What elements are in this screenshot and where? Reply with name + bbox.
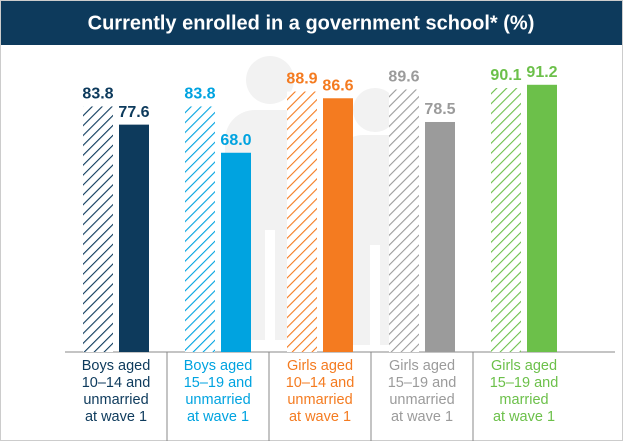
- bar: [491, 88, 521, 352]
- bar: [389, 89, 419, 353]
- x-tick-label: at wave 1: [85, 409, 147, 425]
- x-tick-label: married: [499, 392, 548, 408]
- x-tick-label: 15–19 and: [388, 375, 457, 391]
- x-tick-label: at wave 1: [493, 409, 555, 425]
- value-label: 68.0: [220, 132, 251, 149]
- x-tick-label: unmarried: [83, 392, 148, 408]
- bar: [287, 91, 317, 352]
- x-tick-label: at wave 1: [391, 409, 453, 425]
- value-label: 88.9: [286, 71, 317, 88]
- bar: [425, 121, 455, 353]
- x-tick-label: Girls aged: [287, 358, 353, 374]
- x-tick-label: 10–14 and: [286, 375, 355, 391]
- x-tick-label: 15–19 and: [184, 375, 253, 391]
- x-tick-label: unmarried: [389, 392, 454, 408]
- x-tick-label: unmarried: [287, 392, 352, 408]
- value-label: 86.6: [322, 77, 353, 94]
- title-bar: [1, 1, 622, 45]
- x-tick-label: at wave 1: [187, 409, 249, 425]
- bar: [119, 124, 149, 352]
- value-label: 78.5: [424, 101, 455, 118]
- bar: [527, 84, 557, 352]
- bar: [83, 106, 113, 352]
- value-label: 83.8: [184, 86, 215, 103]
- chart-title: Currently enrolled in a government schoo…: [88, 12, 535, 34]
- x-tick-label: Boys aged: [184, 358, 253, 374]
- value-label: 90.1: [490, 67, 521, 84]
- x-tick-label: Girls aged: [491, 358, 557, 374]
- value-label: 77.6: [118, 104, 149, 121]
- bar: [323, 98, 353, 353]
- x-tick-label: 10–14 and: [82, 375, 151, 391]
- x-tick-label: unmarried: [185, 392, 250, 408]
- x-tick-label: at wave 1: [289, 409, 351, 425]
- value-label: 83.8: [82, 86, 113, 103]
- value-label: 89.6: [388, 69, 419, 86]
- x-tick-label: Boys aged: [82, 358, 151, 374]
- x-tick-label: Girls aged: [389, 358, 455, 374]
- x-tick-label: 15–19 and: [490, 375, 559, 391]
- value-label: 91.2: [526, 64, 557, 81]
- bar: [185, 106, 215, 352]
- bar: [221, 152, 251, 352]
